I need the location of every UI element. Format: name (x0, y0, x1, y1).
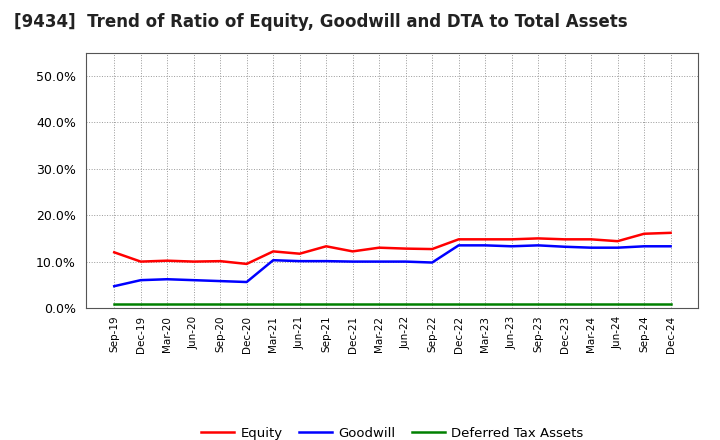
Goodwill (163, 277, 171, 282)
Deferred Tax Assets (110, 302, 119, 307)
Goodwill (613, 245, 622, 250)
Equity (508, 237, 516, 242)
Equity (243, 261, 251, 267)
Deferred Tax Assets (269, 302, 277, 307)
Deferred Tax Assets (560, 302, 569, 307)
Goodwill (136, 278, 145, 283)
Equity (348, 249, 357, 254)
Goodwill (481, 243, 490, 248)
Deferred Tax Assets (587, 302, 595, 307)
Goodwill (508, 244, 516, 249)
Goodwill (534, 243, 542, 248)
Equity (269, 249, 277, 254)
Deferred Tax Assets (428, 302, 436, 307)
Goodwill (375, 259, 384, 264)
Equity (534, 236, 542, 241)
Deferred Tax Assets (375, 302, 384, 307)
Line: Equity: Equity (114, 233, 670, 264)
Deferred Tax Assets (163, 302, 171, 307)
Equity (401, 246, 410, 251)
Equity (481, 237, 490, 242)
Goodwill (322, 258, 330, 264)
Line: Goodwill: Goodwill (114, 246, 670, 286)
Goodwill (110, 283, 119, 289)
Goodwill (243, 279, 251, 285)
Goodwill (189, 278, 198, 283)
Deferred Tax Assets (295, 302, 304, 307)
Deferred Tax Assets (348, 302, 357, 307)
Deferred Tax Assets (136, 302, 145, 307)
Deferred Tax Assets (666, 302, 675, 307)
Goodwill (560, 244, 569, 249)
Goodwill (269, 257, 277, 263)
Deferred Tax Assets (640, 302, 649, 307)
Deferred Tax Assets (189, 302, 198, 307)
Goodwill (640, 244, 649, 249)
Deferred Tax Assets (534, 302, 542, 307)
Deferred Tax Assets (613, 302, 622, 307)
Deferred Tax Assets (508, 302, 516, 307)
Text: [9434]  Trend of Ratio of Equity, Goodwill and DTA to Total Assets: [9434] Trend of Ratio of Equity, Goodwil… (14, 13, 628, 31)
Equity (163, 258, 171, 263)
Equity (322, 244, 330, 249)
Goodwill (295, 258, 304, 264)
Equity (454, 237, 463, 242)
Goodwill (454, 243, 463, 248)
Equity (666, 230, 675, 235)
Deferred Tax Assets (401, 302, 410, 307)
Deferred Tax Assets (216, 302, 225, 307)
Goodwill (348, 259, 357, 264)
Equity (216, 258, 225, 264)
Goodwill (587, 245, 595, 250)
Equity (136, 259, 145, 264)
Equity (428, 246, 436, 252)
Legend: Equity, Goodwill, Deferred Tax Assets: Equity, Goodwill, Deferred Tax Assets (196, 422, 589, 440)
Goodwill (428, 260, 436, 265)
Deferred Tax Assets (322, 302, 330, 307)
Equity (189, 259, 198, 264)
Equity (640, 231, 649, 236)
Equity (295, 251, 304, 257)
Goodwill (216, 279, 225, 284)
Equity (613, 238, 622, 244)
Deferred Tax Assets (454, 302, 463, 307)
Equity (375, 245, 384, 250)
Deferred Tax Assets (481, 302, 490, 307)
Equity (587, 237, 595, 242)
Deferred Tax Assets (243, 302, 251, 307)
Equity (110, 249, 119, 255)
Goodwill (666, 244, 675, 249)
Equity (560, 237, 569, 242)
Goodwill (401, 259, 410, 264)
